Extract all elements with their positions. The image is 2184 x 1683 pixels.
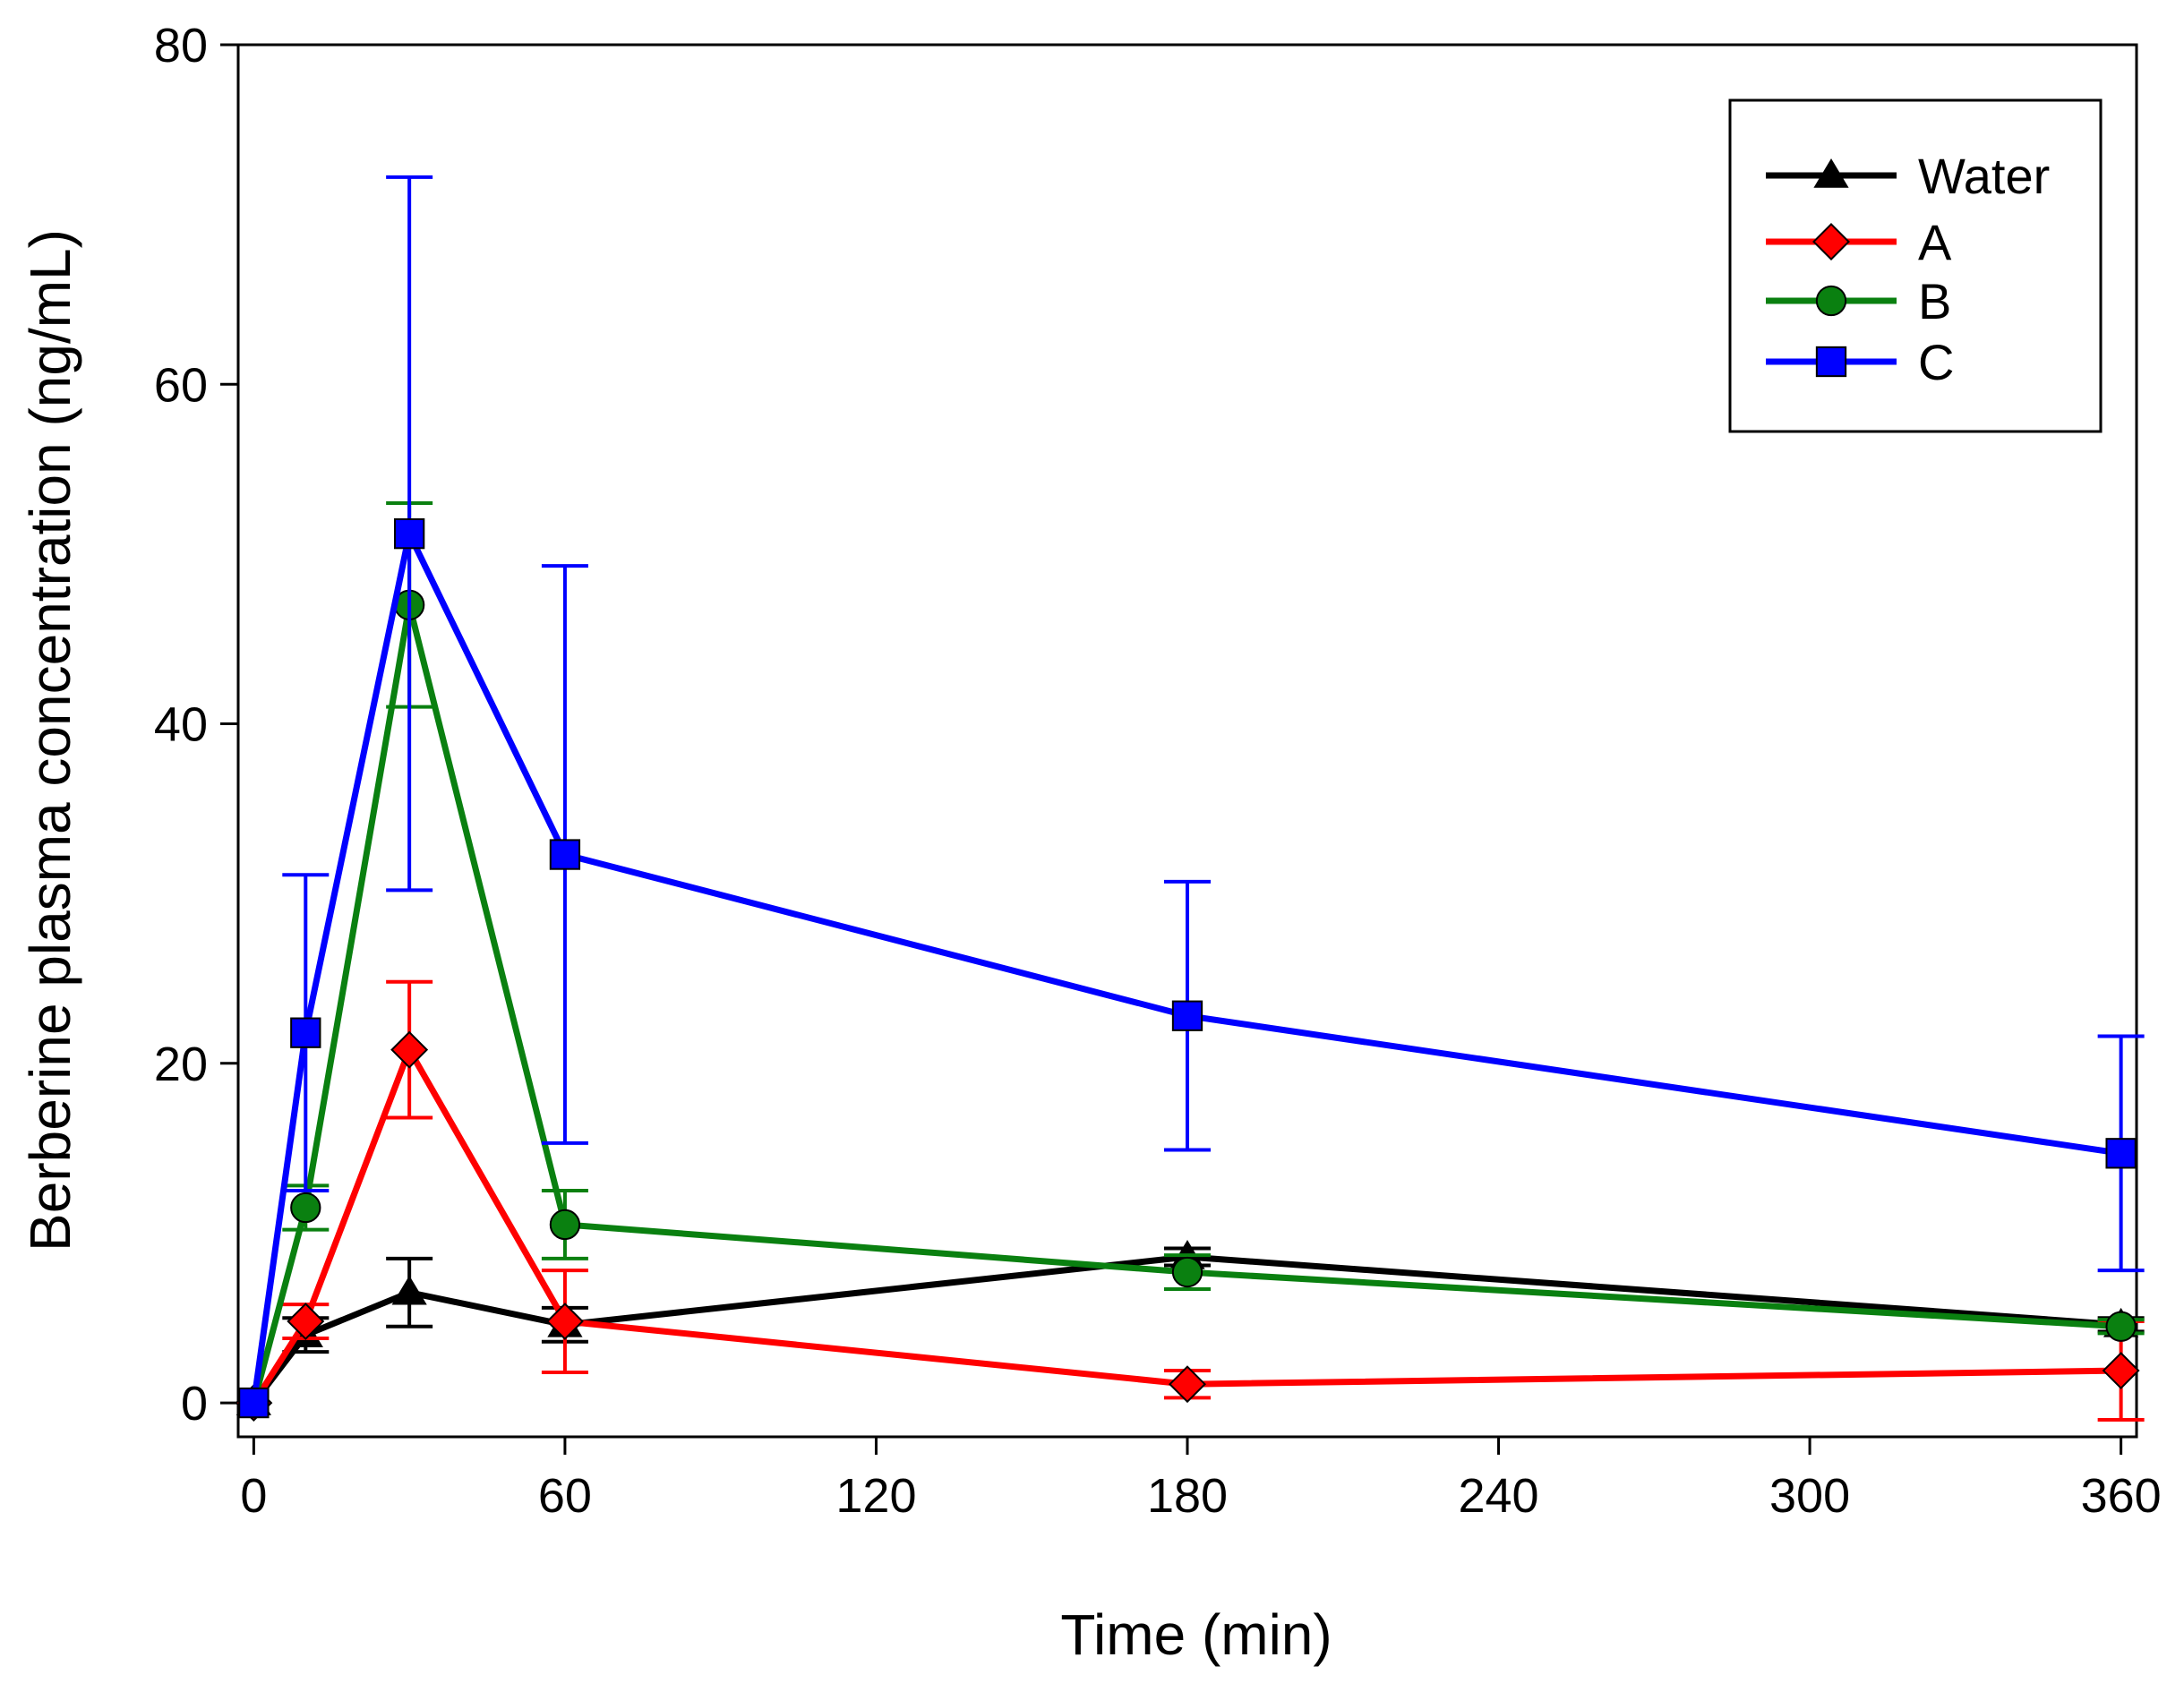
point-c-0 bbox=[238, 1387, 270, 1419]
point-water-30 bbox=[391, 1275, 427, 1305]
y-axis: 0 20 40 60 80 bbox=[154, 19, 238, 1431]
x-tick-label-180: 180 bbox=[1147, 1469, 1228, 1523]
x-tick-label-60: 60 bbox=[538, 1469, 592, 1523]
y-tick-label-60: 60 bbox=[154, 358, 208, 412]
series-a bbox=[235, 979, 2145, 1422]
series-line-c bbox=[250, 530, 2122, 1404]
x-tick-label-0: 0 bbox=[240, 1469, 267, 1523]
y-tick-label-40: 40 bbox=[154, 698, 208, 752]
x-tick-label-240: 240 bbox=[1458, 1469, 1538, 1523]
legend-label-b: B bbox=[1918, 273, 1951, 329]
legend-marker-a bbox=[1812, 223, 1850, 261]
point-a-30 bbox=[390, 1030, 429, 1069]
point-b-180 bbox=[1171, 1256, 1203, 1288]
legend-label-c: C bbox=[1918, 334, 1954, 390]
point-a-10 bbox=[287, 1303, 325, 1341]
series-c bbox=[238, 175, 2145, 1419]
legend-marker-water bbox=[1813, 158, 1849, 188]
legend-label-water: Water bbox=[1918, 148, 2050, 204]
y-tick-label-80: 80 bbox=[154, 19, 208, 73]
point-c-360 bbox=[2105, 1138, 2137, 1169]
y-tick-label-20: 20 bbox=[154, 1038, 208, 1091]
series-line-a bbox=[251, 1047, 2121, 1405]
series-b bbox=[238, 501, 2145, 1419]
point-c-30 bbox=[393, 517, 425, 550]
point-c-10 bbox=[290, 1017, 321, 1048]
point-c-180 bbox=[1171, 1000, 1203, 1031]
legend-marker-c bbox=[1815, 346, 1847, 378]
x-axis-title: Time (min) bbox=[1060, 1602, 1332, 1667]
point-a-360 bbox=[2102, 1352, 2140, 1390]
point-a-180 bbox=[1169, 1365, 1206, 1404]
legend-marker-b bbox=[1815, 285, 1847, 317]
point-b-60 bbox=[549, 1209, 581, 1241]
point-b-10 bbox=[290, 1192, 321, 1224]
x-tick-label-300: 300 bbox=[1769, 1469, 1850, 1523]
series-layer bbox=[235, 175, 2145, 1422]
x-axis: 0 60 120 180 240 300 360 bbox=[240, 1437, 2162, 1523]
legend-box bbox=[1728, 98, 2103, 433]
point-b-360 bbox=[2105, 1311, 2137, 1342]
y-tick-label-0: 0 bbox=[181, 1377, 208, 1431]
x-tick-label-120: 120 bbox=[835, 1469, 916, 1523]
point-a-60 bbox=[545, 1303, 584, 1341]
x-tick-label-360: 360 bbox=[2081, 1469, 2162, 1523]
y-axis-title: Berberine plasma concentration (ng/mL) bbox=[18, 229, 82, 1252]
point-c-60 bbox=[549, 839, 581, 870]
legend-label-a: A bbox=[1918, 214, 1952, 270]
legend: Water ABC bbox=[1728, 98, 2103, 433]
series-line-b bbox=[250, 602, 2121, 1404]
